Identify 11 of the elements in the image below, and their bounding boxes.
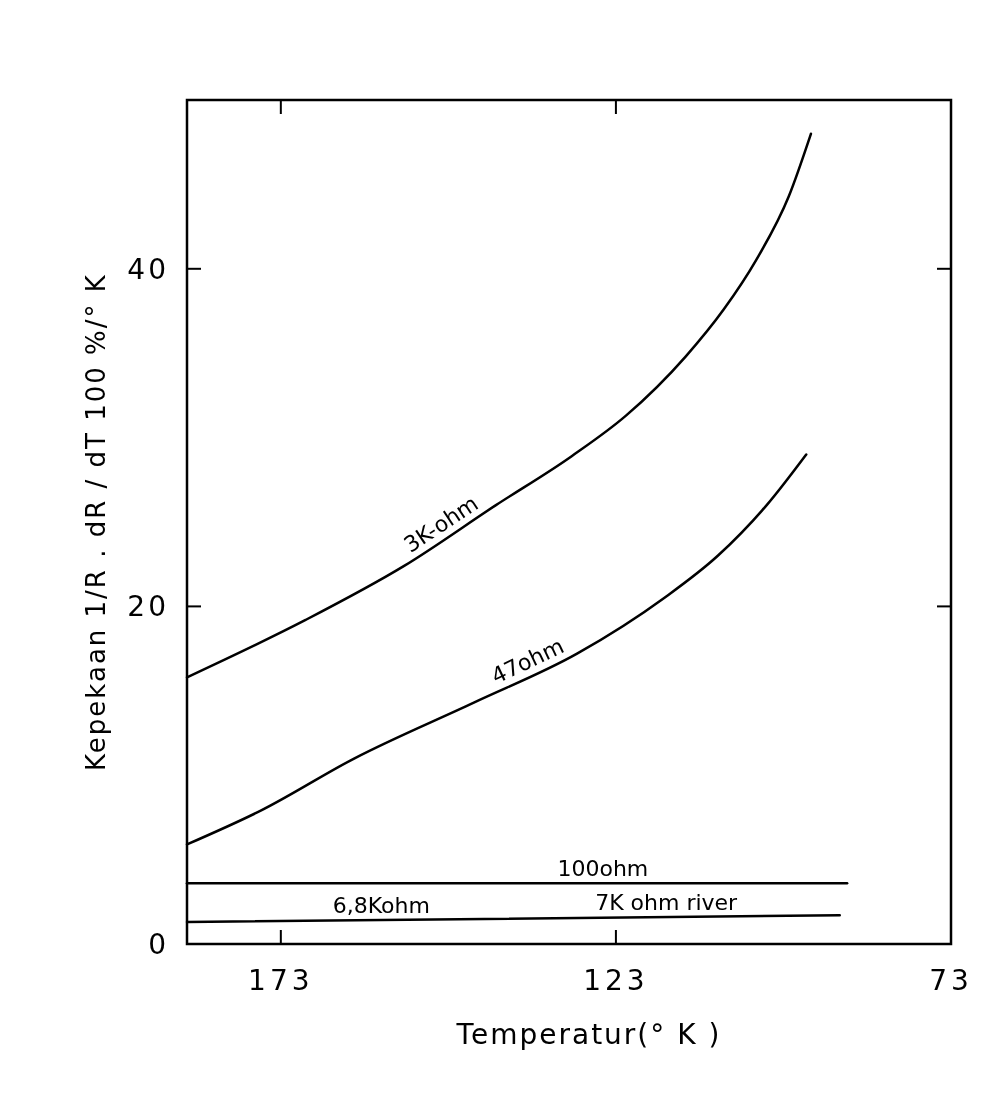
x-axis-title: Temperatur(° K ) — [455, 1018, 722, 1051]
annotation: 7K ohm river — [595, 889, 739, 915]
series-label: 100ohm — [557, 856, 649, 882]
y-axis-title: Kepekaan 1/R . dR / dT 100 %/° K — [81, 273, 111, 771]
x-tick-label: 123 — [583, 964, 649, 997]
y-tick-label: 40 — [127, 252, 169, 286]
x-tick-label: 73 — [929, 964, 973, 997]
x-tick-label: 173 — [248, 964, 314, 997]
y-tick-label: 0 — [148, 928, 169, 961]
y-tick-label: 20 — [127, 590, 169, 624]
annotation: 6,8Kohm — [332, 893, 430, 919]
